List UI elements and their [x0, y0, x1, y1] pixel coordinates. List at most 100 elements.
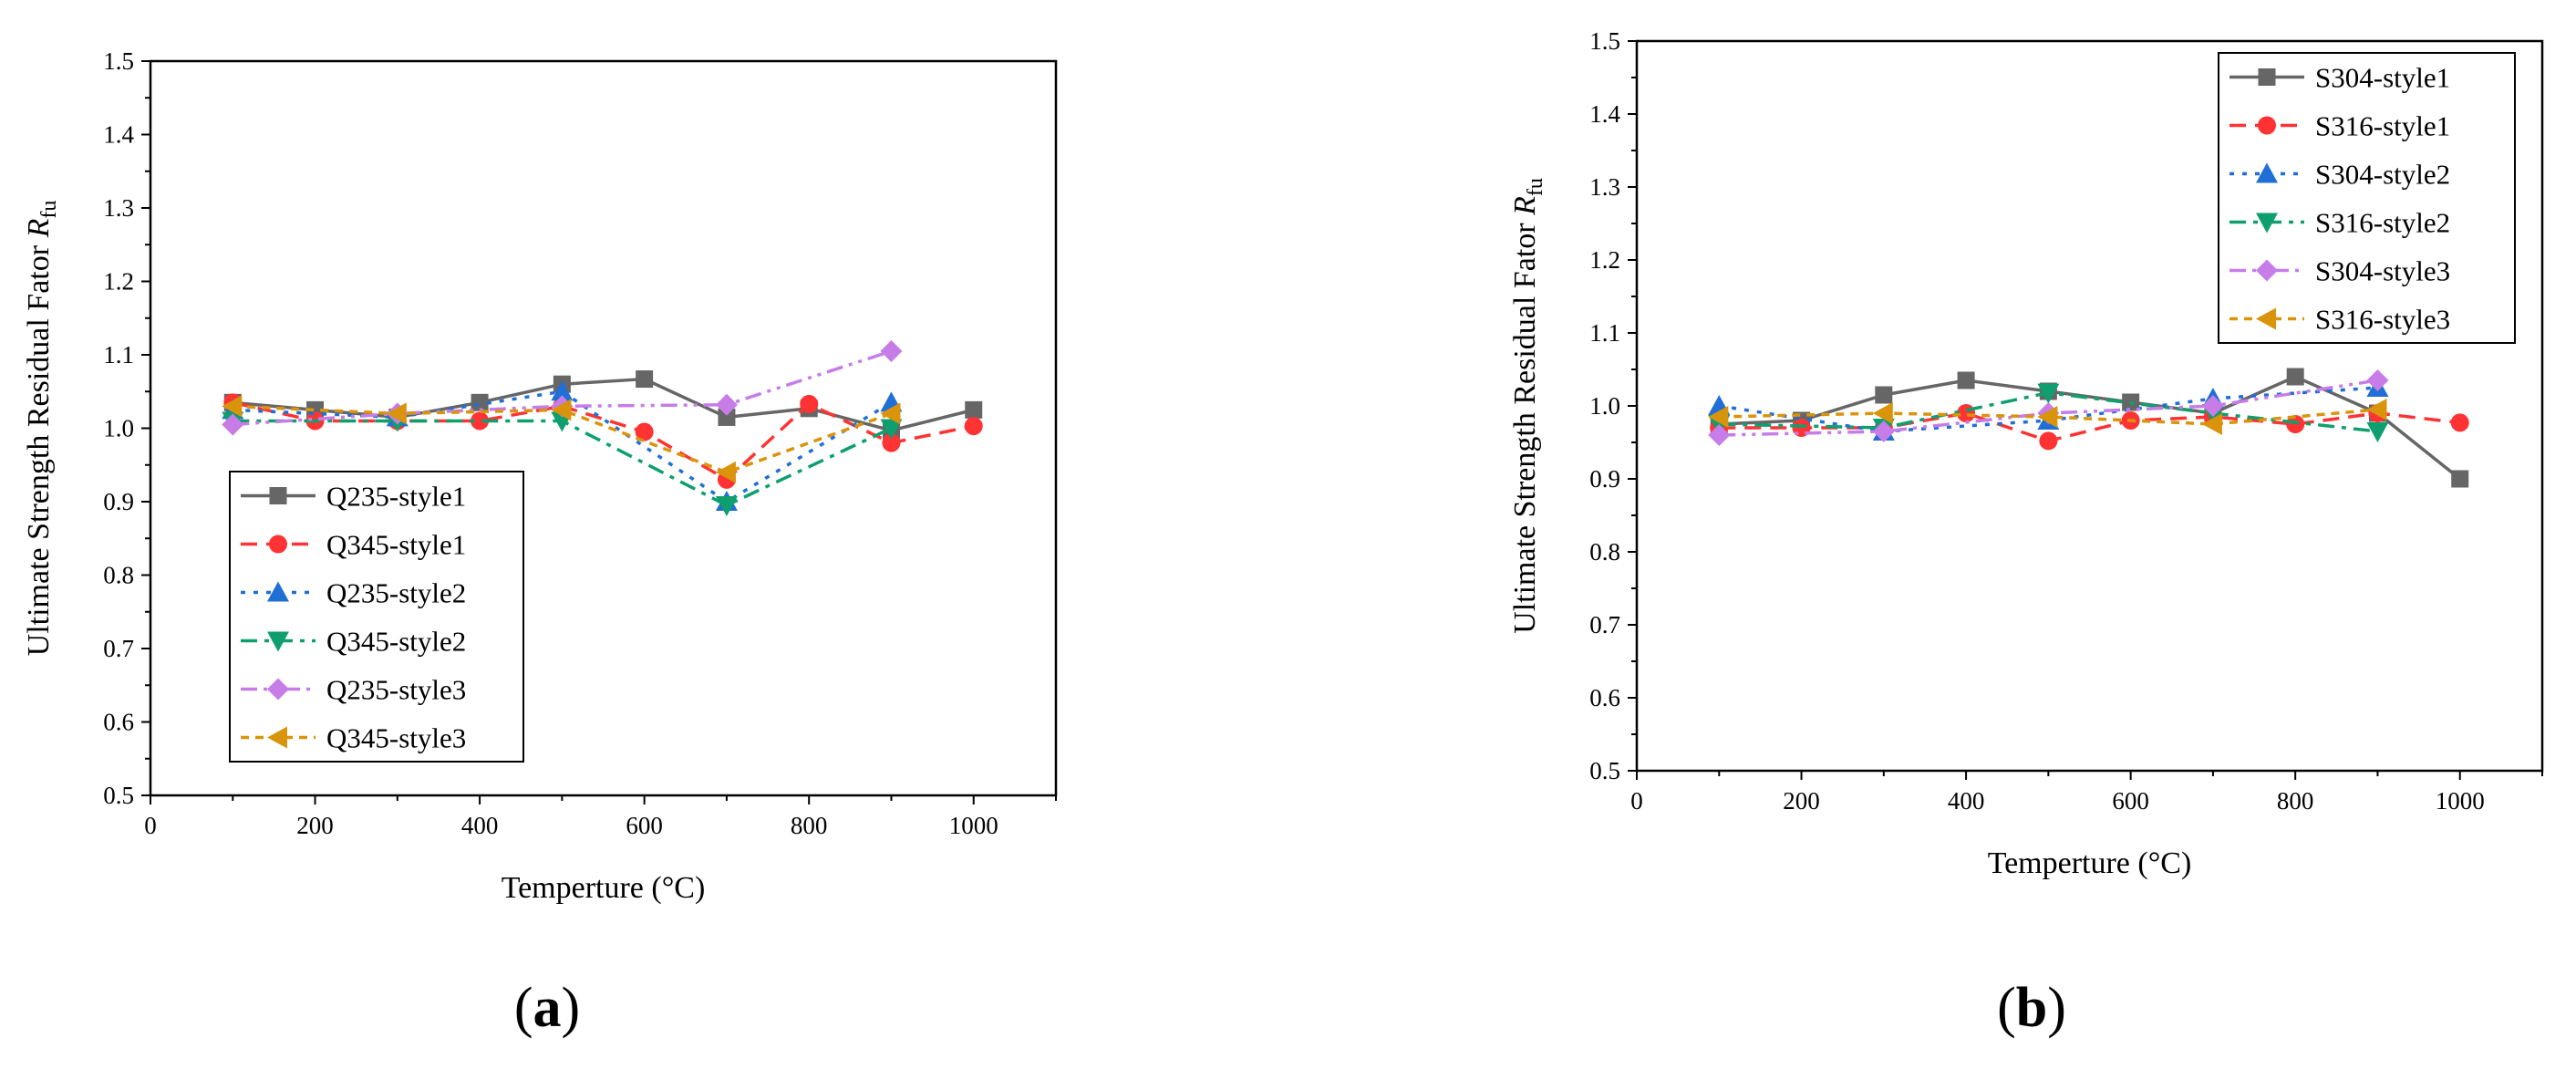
data-point-s316-style1: [2286, 415, 2305, 433]
data-point-q345-style3: [715, 461, 736, 483]
legend-marker-s304-style1: [2258, 68, 2276, 86]
panel-label-letter: a: [533, 977, 562, 1039]
data-point-s316-style3: [2201, 413, 2222, 435]
y-axis-title-b: Ultimate Strength Residual Fator Rfu: [1508, 178, 1547, 634]
data-point-s304-style3: [2366, 369, 2389, 391]
y-tick-label-b: 1.1: [1589, 319, 1620, 347]
data-point-s316-style1: [2039, 431, 2058, 451]
legend-b: S304-style1 S316-style1 S304-style2 S316-st…: [2218, 52, 2516, 344]
y-axis-title-subscript: fu: [37, 201, 61, 219]
data-point-s316-style3: [2037, 406, 2058, 428]
x-tick-label-b: 0: [1630, 787, 1643, 815]
legend-marker-q235-style3: [267, 678, 289, 701]
panel-label-open: (: [514, 977, 533, 1039]
panel-label-b: (b): [1997, 977, 2066, 1039]
legend-box-a: [229, 471, 524, 763]
y-tick-label-b: 1.0: [1589, 392, 1620, 420]
y-tick-label-a: 0.5: [103, 782, 134, 809]
y-tick-label-a: 1.4: [103, 121, 134, 149]
y-tick-label-a: 0.9: [103, 488, 134, 515]
x-tick-label-b: 800: [2277, 787, 2314, 815]
legend-label-s316-style1: S316-style1: [2315, 110, 2450, 142]
y-tick-label-b: 0.9: [1589, 465, 1620, 493]
data-point-s304-style1: [2286, 368, 2304, 386]
legend-label-q235-style3: Q235-style3: [326, 674, 466, 706]
legend-item-q235-style1: Q235-style1: [241, 481, 466, 513]
y-tick-label-a: 0.8: [103, 562, 134, 589]
legend-marker-q345-style1: [269, 535, 287, 554]
legend-box-b: [2218, 52, 2516, 344]
series-line-s316-style3: [1719, 408, 2378, 426]
legend-item-q345-style3: Q345-style3: [241, 722, 466, 754]
data-point-s316-style1: [1957, 404, 1976, 422]
data-point-q235-style2: [551, 380, 574, 401]
y-tick-label-b: 0.6: [1589, 684, 1620, 711]
legend-label-s304-style3: S304-style3: [2315, 255, 2450, 287]
legend-item-q235-style3: Q235-style3: [241, 674, 466, 706]
data-point-q345-style3: [880, 402, 901, 425]
data-point-s316-style2: [2366, 422, 2389, 442]
data-point-q235-style1: [718, 408, 736, 426]
legend-marker-q345-style3: [267, 726, 287, 749]
x-tick-label-b: 600: [2112, 787, 2149, 815]
x-tick-label-b: 400: [1948, 787, 1985, 815]
x-axis-title-a: Temperture (°C): [502, 871, 706, 905]
legend-marker-q345-style2: [267, 631, 289, 652]
legend-item-s304-style3: S304-style3: [2229, 255, 2450, 287]
y-tick-label-b: 0.8: [1589, 538, 1620, 566]
x-tick-label-b: 200: [1783, 787, 1820, 815]
legend-marker-s304-style2: [2256, 162, 2278, 183]
series-s316-style3: [1708, 399, 2387, 435]
data-point-q235-style3: [715, 393, 738, 416]
x-tick-label-b: 1000: [2436, 787, 2485, 815]
legend-item-s316-style1: S316-style1: [2229, 110, 2450, 142]
legend-marker-q235-style1: [269, 487, 287, 504]
y-axis-title-symbol: R: [22, 218, 56, 238]
chart-panel-b: 0.5 0.6 0.7 0.8 0.9 1.0 1.1 1.2 1.3 1.4 1.5 0 200 400…: [1508, 27, 2544, 1039]
series-q235-style1: [223, 370, 983, 440]
data-point-s316-style3: [1872, 402, 1893, 424]
series-line-q345-style1: [232, 400, 975, 482]
legend-label-s304-style2: S304-style2: [2315, 159, 2450, 191]
data-point-q235-style1: [471, 393, 489, 411]
legend-label-q345-style3: Q345-style3: [326, 722, 466, 754]
chart-panel-a: 0.5 0.6 0.7 0.8 0.9 1.0 1.1 1.2 1.3 1.4 1.5 0 200 400…: [22, 47, 1058, 1039]
y-axis-title-text: Ultimate Strength Residual Fator: [1508, 215, 1542, 634]
data-point-q235-style3: [222, 413, 244, 436]
y-tick-label-a: 1.3: [103, 194, 134, 222]
x-tick-label-a: 600: [626, 812, 663, 839]
y-tick-label-a: 0.6: [103, 709, 134, 736]
data-point-q345-style1: [800, 394, 819, 413]
panel-label-close: ): [562, 977, 581, 1039]
data-point-q235-style3: [880, 339, 903, 362]
data-point-s316-style1: [2450, 413, 2469, 432]
panel-label-a: (a): [514, 977, 580, 1039]
y-tick-label-b: 0.5: [1589, 757, 1620, 784]
data-point-s304-style3: [1708, 424, 1731, 446]
series-line-q235-style1: [233, 377, 975, 432]
legend-label-s316-style3: S316-style3: [2315, 304, 2450, 336]
series-line-q345-style3: [233, 404, 893, 474]
x-axis-title-b: Temperture (°C): [1988, 846, 2192, 880]
y-tick-label-b: 1.5: [1589, 27, 1620, 55]
series-s316-style1: [1710, 404, 2469, 451]
y-tick-label-b: 1.4: [1589, 100, 1620, 128]
legend-item-s304-style1: S304-style1: [2229, 62, 2450, 94]
data-point-q345-style2: [715, 496, 738, 517]
data-point-s316-style2: [2037, 383, 2060, 404]
legend-a: Q235-style1 Q345-style1 Q235-style2 Q345-st…: [229, 471, 524, 763]
panel-label-open: (: [1997, 977, 2016, 1039]
legend-marker-q235-style2: [267, 581, 289, 602]
data-point-q235-style1: [636, 370, 654, 389]
data-point-q345-style1: [635, 422, 654, 441]
legend-label-q345-style2: Q345-style2: [326, 626, 466, 658]
legend-item-s316-style3: S316-style3: [2229, 304, 2450, 336]
data-point-s304-style1: [1875, 386, 1893, 404]
legend-item-q235-style2: Q235-style2: [241, 577, 466, 609]
data-point-q345-style3: [551, 399, 572, 421]
legend-item-q345-style1: Q345-style1: [241, 529, 466, 561]
legend-label-s316-style2: S316-style2: [2315, 207, 2450, 239]
legend-label-q345-style1: Q345-style1: [326, 529, 466, 561]
series-line-s304-style3: [1719, 379, 2378, 437]
